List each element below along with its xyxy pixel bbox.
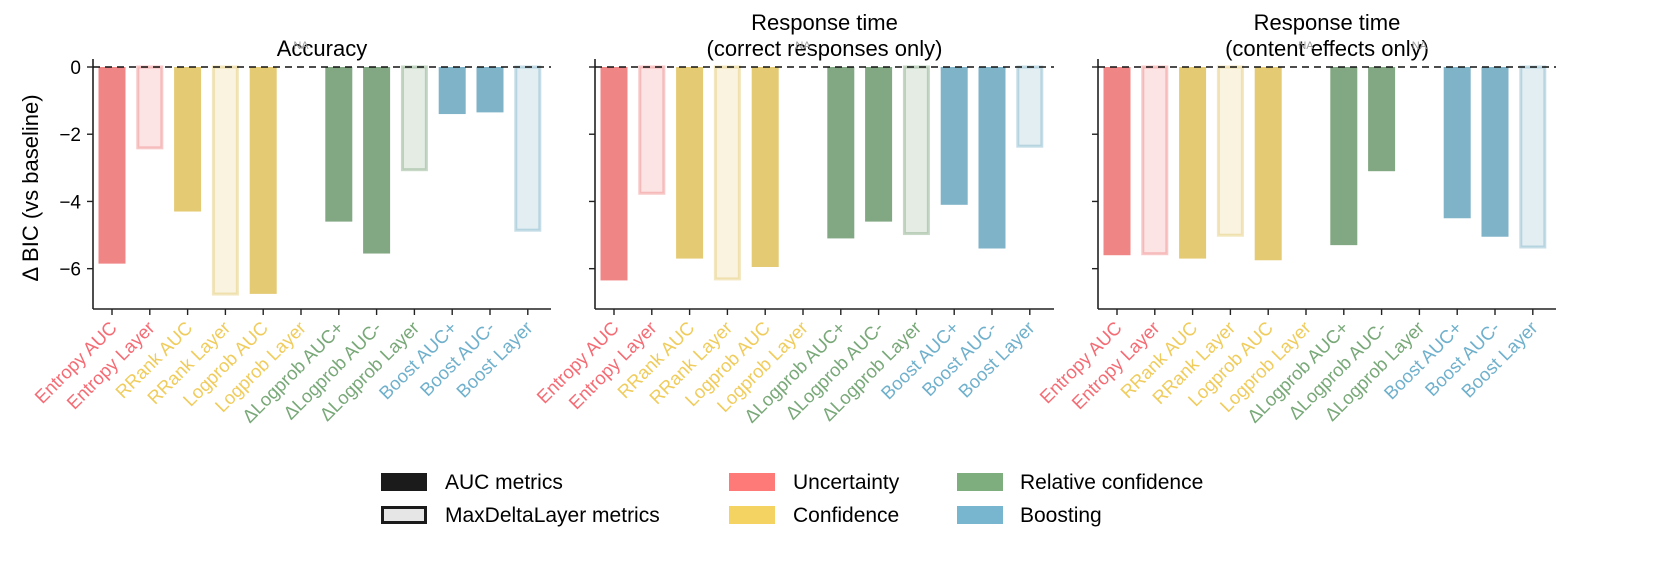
bar: [1179, 67, 1207, 259]
bar: [600, 67, 628, 281]
legend-swatch-boosting: [957, 506, 1003, 524]
bar: [713, 65, 741, 281]
legend-label: Confidence: [793, 504, 899, 527]
bar: [751, 67, 779, 267]
na-marker: NA: [1298, 40, 1314, 52]
panel-title: (correct responses only): [707, 36, 943, 61]
y-tick-label: 0: [70, 58, 81, 79]
legend-swatch-auc: [381, 473, 427, 491]
bar: [325, 67, 353, 222]
bar: [827, 67, 855, 239]
bar: [1330, 67, 1358, 246]
legend-swatch-layer: [381, 506, 427, 524]
legend-label: Boosting: [1020, 504, 1102, 527]
bar: [1141, 65, 1169, 256]
legend-label: AUC metrics: [445, 471, 563, 494]
y-tick-label: −4: [59, 192, 81, 213]
bar: [1443, 67, 1471, 219]
bar: [865, 67, 893, 222]
y-tick-label: −2: [59, 125, 81, 146]
bar: [1519, 65, 1547, 249]
bar: [476, 67, 504, 113]
bar: [174, 67, 202, 212]
bar: [638, 65, 666, 195]
legend-label: MaxDeltaLayer metrics: [445, 504, 660, 527]
bar: [1016, 65, 1044, 148]
panel-title: (content effects only): [1225, 36, 1429, 61]
na-marker: NA: [293, 40, 309, 52]
panel-title: Response time: [1254, 10, 1401, 35]
bar: [98, 67, 126, 264]
bar: [1254, 67, 1282, 261]
legend-label: Relative confidence: [1020, 471, 1203, 494]
bar: [136, 65, 164, 150]
bar: [902, 65, 930, 236]
bar: [940, 67, 968, 205]
panel-title: Response time: [751, 10, 898, 35]
legend-swatch-uncertainty: [729, 473, 775, 491]
panel-3: Response time(content effects only)NA NAE…: [1035, 10, 1556, 427]
bar: [400, 65, 428, 172]
bar: [1368, 67, 1396, 172]
bar: [1481, 67, 1509, 237]
bar: [676, 67, 704, 259]
bar: [1103, 67, 1131, 256]
y-tick-label: −6: [59, 260, 81, 281]
y-axis-label: Δ BIC (vs baseline): [18, 94, 43, 281]
bar: [438, 67, 466, 115]
legend-swatch-relative-confidence: [957, 473, 1003, 491]
na-marker: NA: [1412, 40, 1428, 52]
legend-swatch-confidence: [729, 506, 775, 524]
legend: AUC metrics MaxDeltaLayer metrics Uncertai…: [381, 471, 1203, 527]
bar: [249, 67, 277, 294]
bar: [514, 65, 542, 232]
bar: [211, 65, 239, 296]
bar: [978, 67, 1006, 249]
bar: [363, 67, 391, 254]
bar: [1216, 65, 1244, 237]
na-marker: NA: [795, 40, 811, 52]
panel-2: Response time(correct responses only)NAE…: [532, 10, 1054, 427]
legend-label: Uncertainty: [793, 471, 900, 494]
panel-title: Accuracy: [277, 36, 367, 61]
